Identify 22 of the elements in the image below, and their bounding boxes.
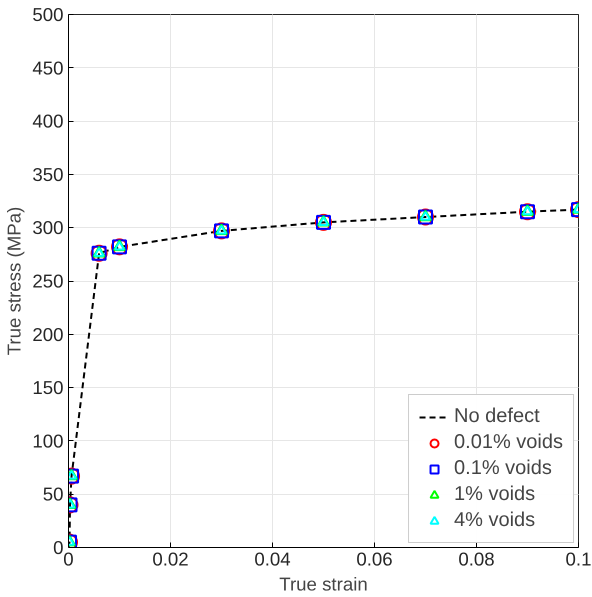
legend-label: 1% voids <box>454 483 536 506</box>
x-axis-title: True strain <box>279 574 368 594</box>
x-tick-label: 0.1 <box>566 548 592 570</box>
x-tick-label: 0.08 <box>458 548 495 570</box>
legend-label: 0.1% voids <box>454 457 552 480</box>
y-tick-label: 500 <box>32 4 64 25</box>
y-tick-label: 150 <box>32 377 64 398</box>
y-tick-label: 50 <box>42 484 64 505</box>
y-tick-label: 100 <box>32 430 64 452</box>
y-tick-label: 450 <box>32 57 64 78</box>
y-tick-label: 200 <box>32 324 64 345</box>
y-tick-label: 350 <box>32 164 64 185</box>
x-tick-label: 0.04 <box>254 548 291 570</box>
legend-label: 0.01% voids <box>454 431 563 454</box>
legend-label: 4% voids <box>454 509 536 532</box>
legend-label: No defect <box>454 405 540 428</box>
y-tick-label: 400 <box>32 110 64 132</box>
y-axis-title: True stress (MPa) <box>3 206 24 356</box>
x-tick-label: 0.06 <box>356 548 393 570</box>
x-tick-label: 0.02 <box>152 548 189 570</box>
y-tick-label: 300 <box>32 217 64 238</box>
y-tick-label: 250 <box>32 270 64 292</box>
